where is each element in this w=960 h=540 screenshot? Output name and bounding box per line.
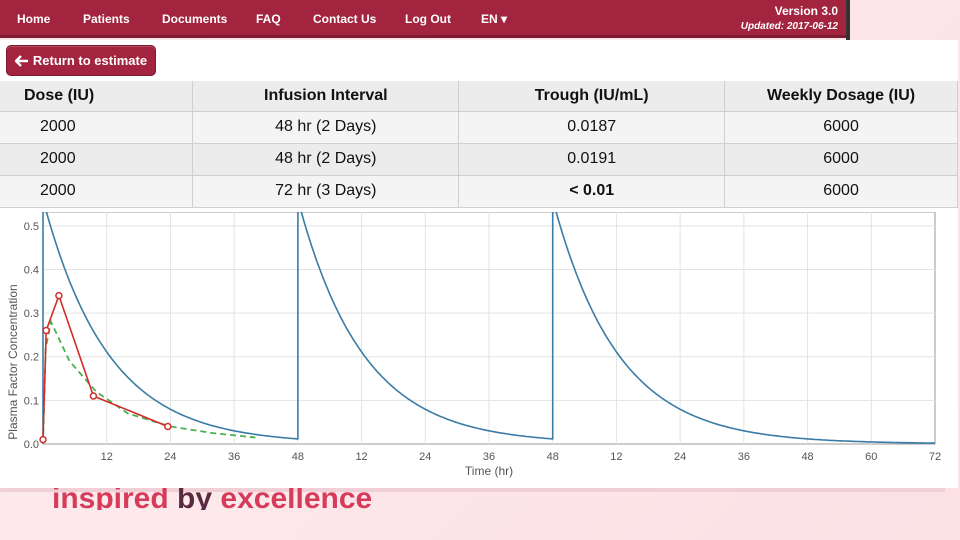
y-tick-label: 0.5 [24,221,39,233]
y-tick-label: 0.3 [24,308,39,320]
x-tick-label: 36 [738,451,750,463]
cell-dose: 2000 [0,111,194,144]
header-interval: Infusion Interval [192,81,460,112]
x-tick-label: 24 [164,451,176,463]
version-label: Version 3.0 [774,4,838,18]
version-info: Version 3.0 Updated: 2017-06-12 [741,4,838,32]
nav-patients[interactable]: Patients [83,12,130,26]
y-axis-label: Plasma Factor Concentration [6,284,20,439]
nav-home[interactable]: Home [17,12,51,26]
pk-chart: 0.0 0.1 0.2 0.3 0.4 0.5 12 24 36 48 12 24 36 48 12 24 36… [0,201,945,487]
x-tick-label: 36 [483,451,495,463]
cell-trough: < 0.01 [458,175,726,208]
x-axis-label: Time (hr) [465,464,513,478]
x-tick-label: 72 [929,451,941,463]
fitted-curve [42,318,256,445]
y-tick-label: 0.0 [24,439,39,451]
header-trough: Trough (IU/mL) [458,81,726,112]
cell-interval: 48 hr (2 Days) [192,143,460,176]
cell-trough: 0.0191 [458,143,726,176]
header-dose: Dose (IU) [0,81,194,112]
x-tick-label: 24 [419,451,431,463]
x-tick-label: 12 [355,451,367,463]
arrow-left-icon [14,54,28,67]
slogan-word-3: excellence [220,488,373,510]
header-weekly: Weekly Dosage (IU) [724,81,958,112]
cell-interval: 72 hr (3 Days) [192,175,460,208]
observed-point [39,435,47,444]
observed-point [55,291,63,300]
cell-weekly: 6000 [724,143,958,176]
cell-weekly: 6000 [724,175,958,208]
x-tick-label: 12 [610,451,622,463]
slogan-word-1: inspired [52,488,169,510]
observed-point [164,422,172,431]
table-row[interactable]: 2000 72 hr (3 Days) < 0.01 6000 [0,175,958,208]
cell-weekly: 6000 [724,111,958,144]
cell-dose: 2000 [0,175,194,208]
slogan-word-2: by [177,488,213,510]
cell-trough: 0.0187 [458,111,726,144]
x-tick-label: 48 [801,451,813,463]
table-row[interactable]: 2000 48 hr (2 Days) 0.0187 6000 [0,111,958,144]
cell-dose: 2000 [0,143,194,176]
slogan: inspired by excellence [52,488,372,510]
chart-svg: 0.0 0.1 0.2 0.3 0.4 0.5 12 24 36 48 12 24 36 48 12 24 36… [6,201,941,478]
nav-log-out[interactable]: Log Out [405,12,451,26]
nav-language-dropdown[interactable]: EN ▾ [481,12,508,26]
updated-label: Updated: 2017-06-12 [740,21,838,32]
nav-faq[interactable]: FAQ [256,12,281,26]
x-tick-label: 48 [292,451,304,463]
return-to-estimate-button[interactable]: Return to estimate [6,45,156,76]
x-tick-label: 60 [865,451,877,463]
y-tick-label: 0.4 [24,264,39,276]
nav-contact-us[interactable]: Contact Us [313,12,377,26]
cell-interval: 48 hr (2 Days) [192,111,460,144]
table-header-row: Dose (IU) Infusion Interval Trough (IU/m… [0,81,958,112]
return-button-label: Return to estimate [32,53,148,68]
table-row[interactable]: 2000 48 hr (2 Days) 0.0191 6000 [0,143,958,176]
observed-point [42,326,50,335]
x-tick-label: 24 [674,451,686,463]
results-table: Dose (IU) Infusion Interval Trough (IU/m… [0,81,958,208]
navbar: Home Patients Documents FAQ Contact Us L… [0,0,846,38]
footer-divider [0,488,945,492]
observed-point [89,392,98,400]
predicted-curve [42,201,935,444]
nav-documents[interactable]: Documents [162,12,228,26]
x-tick-label: 36 [228,451,240,463]
window-edge [846,0,850,40]
x-tick-label: 12 [101,451,113,463]
x-tick-label: 48 [547,451,559,463]
y-tick-label: 0.1 [24,395,39,407]
y-tick-label: 0.2 [24,352,39,364]
